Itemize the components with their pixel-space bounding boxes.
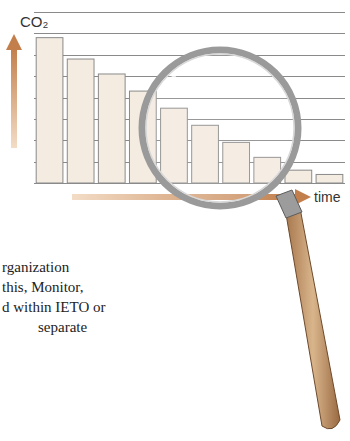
axis-arrow <box>11 48 17 148</box>
body-text: d within IETO or <box>2 299 105 315</box>
handle <box>286 208 340 429</box>
bar <box>67 59 94 183</box>
axis-title: time <box>314 189 341 205</box>
grid-line <box>34 33 345 34</box>
arrow-head <box>6 34 22 50</box>
illustration: CO₂ time rganization this, Monitor, d within… <box>0 0 350 441</box>
lens-inner-ring <box>146 54 294 202</box>
bar <box>98 74 125 183</box>
page: CO₂ time rganization this, Monitor, d within… <box>0 0 350 441</box>
body-text: rganization <box>2 259 70 275</box>
body-text: this, Monitor, <box>2 279 84 295</box>
magnifier <box>142 50 340 429</box>
grid-line <box>34 12 345 13</box>
body-text: separate <box>38 319 87 335</box>
bar <box>316 174 343 183</box>
lens-ring <box>142 50 298 206</box>
handle-neck <box>276 190 302 218</box>
bar <box>285 170 312 183</box>
bar <box>36 38 63 183</box>
lens-glint <box>170 60 230 80</box>
axis-title: CO₂ <box>20 13 49 30</box>
